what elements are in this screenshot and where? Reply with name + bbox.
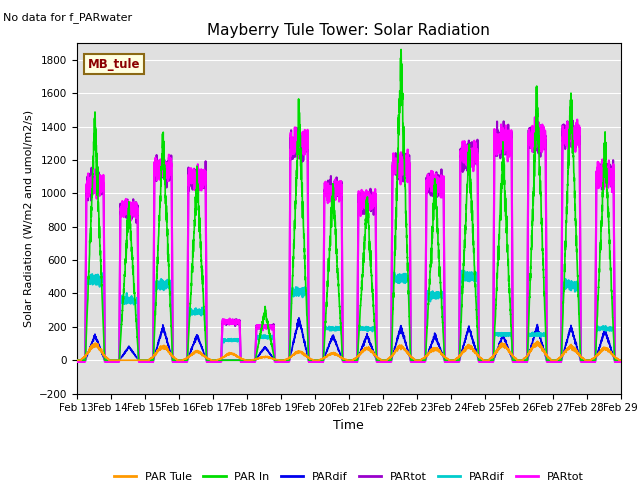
Text: MB_tule: MB_tule [88,58,140,71]
Y-axis label: Solar Radiation (W/m2 and umol/m2/s): Solar Radiation (W/m2 and umol/m2/s) [23,110,33,327]
Title: Mayberry Tule Tower: Solar Radiation: Mayberry Tule Tower: Solar Radiation [207,23,490,38]
Text: No data for f_PARwater: No data for f_PARwater [3,12,132,23]
X-axis label: Time: Time [333,419,364,432]
Legend: PAR Tule, PAR In, PARdif, PARtot, PARdif, PARtot: PAR Tule, PAR In, PARdif, PARtot, PARdif… [109,467,588,480]
